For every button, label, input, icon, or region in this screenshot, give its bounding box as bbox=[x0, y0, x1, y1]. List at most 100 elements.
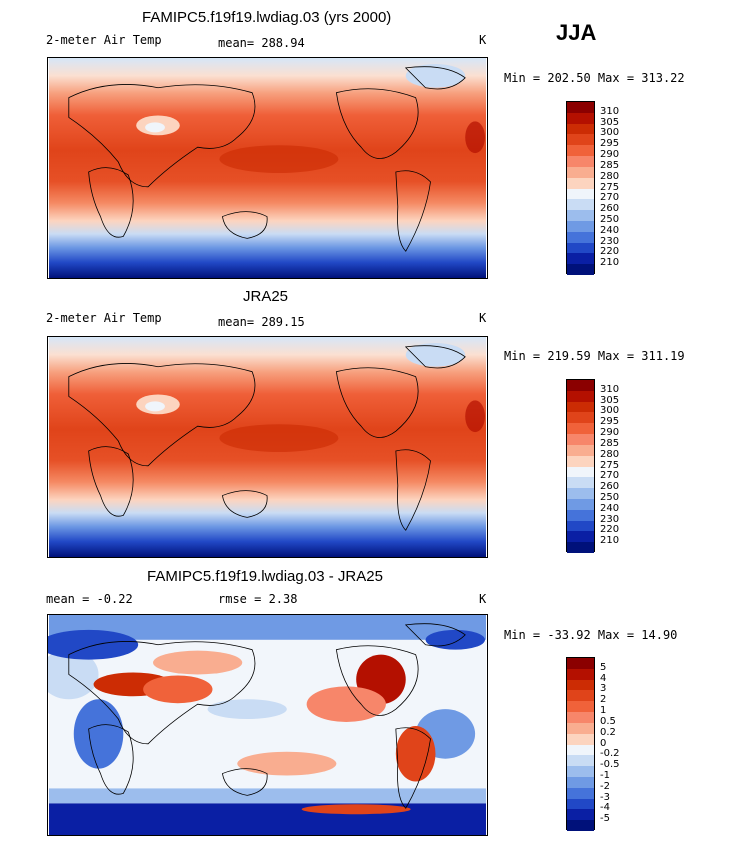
panel2-title: JRA25 bbox=[243, 288, 289, 305]
colorbar-swatch bbox=[567, 123, 594, 135]
colorbar-label: 210 bbox=[600, 257, 620, 269]
colorbar-label: -2 bbox=[600, 780, 610, 792]
colorbar-swatch bbox=[567, 690, 594, 702]
colorbar-swatch bbox=[567, 755, 594, 767]
colorbar-label: 270 bbox=[600, 192, 620, 204]
colorbar-label: 0.5 bbox=[600, 715, 616, 727]
colorbar-label: 305 bbox=[600, 116, 620, 128]
colorbar-swatch bbox=[567, 466, 594, 478]
colorbar-swatch bbox=[567, 264, 594, 275]
panel3-units: K bbox=[479, 592, 487, 606]
colorbar-swatch bbox=[567, 166, 594, 178]
colorbar-swatch bbox=[567, 776, 594, 788]
colorbar-swatch bbox=[567, 188, 594, 200]
colorbar-swatch bbox=[567, 809, 594, 821]
colorbar-label: 270 bbox=[600, 470, 620, 482]
panel2-minmax: Min = 219.59 Max = 311.19 bbox=[504, 349, 685, 363]
colorbar-label: 4 bbox=[600, 672, 607, 684]
colorbar-label: 300 bbox=[600, 127, 620, 139]
colorbar-label: 5 bbox=[600, 661, 607, 673]
colorbar-label: 220 bbox=[600, 524, 620, 536]
colorbar-label: 230 bbox=[600, 235, 620, 247]
colorbar-swatch bbox=[567, 679, 594, 691]
colorbar-label: -3 bbox=[600, 791, 610, 803]
panel1-units: K bbox=[479, 33, 487, 47]
colorbar-swatch bbox=[567, 820, 594, 831]
colorbar-label: 285 bbox=[600, 159, 620, 171]
panel2-colorbar bbox=[566, 379, 595, 553]
colorbar-swatch bbox=[567, 542, 594, 553]
colorbar-swatch bbox=[567, 722, 594, 734]
colorbar-swatch bbox=[567, 145, 594, 157]
colorbar-label: 275 bbox=[600, 181, 620, 193]
panel2-units: K bbox=[479, 311, 487, 325]
panel1-title: FAMIPC5.f19f19.lwdiag.03 (yrs 2000) bbox=[142, 9, 392, 26]
colorbar-swatch bbox=[567, 210, 594, 221]
colorbar-swatch bbox=[567, 509, 594, 521]
colorbar-label: 280 bbox=[600, 448, 620, 460]
colorbar-label: 280 bbox=[600, 170, 620, 182]
colorbar-label: 310 bbox=[600, 105, 620, 117]
colorbar-swatch bbox=[567, 668, 594, 680]
colorbar-swatch bbox=[567, 390, 594, 402]
colorbar-swatch bbox=[567, 412, 594, 424]
colorbar-swatch bbox=[567, 112, 594, 124]
colorbar-swatch bbox=[567, 488, 594, 499]
season-label: JJA bbox=[556, 20, 597, 45]
colorbar-label: 260 bbox=[600, 481, 620, 493]
colorbar-swatch bbox=[567, 220, 594, 232]
colorbar-label: 275 bbox=[600, 459, 620, 471]
colorbar-swatch bbox=[567, 253, 594, 265]
colorbar-swatch bbox=[567, 102, 594, 113]
colorbar-swatch bbox=[567, 177, 594, 189]
colorbar-label: 3 bbox=[600, 683, 607, 695]
colorbar-label: 290 bbox=[600, 149, 620, 161]
panel1-variable: 2-meter Air Temp bbox=[46, 33, 162, 47]
colorbar-swatch bbox=[567, 787, 594, 799]
colorbar-swatch bbox=[567, 733, 594, 745]
colorbar-label: 0.2 bbox=[600, 726, 616, 738]
colorbar-label: 305 bbox=[600, 394, 620, 406]
panel3-colorbar bbox=[566, 657, 595, 831]
colorbar-swatch bbox=[567, 531, 594, 543]
panel3-mean: mean = -0.22 bbox=[46, 592, 133, 606]
colorbar-swatch bbox=[567, 766, 594, 777]
panel3-map bbox=[47, 614, 488, 836]
colorbar-swatch bbox=[567, 199, 594, 211]
panel3-title: FAMIPC5.f19f19.lwdiag.03 - JRA25 bbox=[147, 568, 383, 585]
panel2-variable: 2-meter Air Temp bbox=[46, 311, 162, 325]
colorbar-label: 230 bbox=[600, 513, 620, 525]
colorbar-swatch bbox=[567, 423, 594, 435]
colorbar-swatch bbox=[567, 401, 594, 413]
panel1-map bbox=[47, 57, 488, 279]
colorbar-label: 295 bbox=[600, 138, 620, 150]
panel1-colorbar bbox=[566, 101, 595, 275]
colorbar-label: 310 bbox=[600, 383, 620, 395]
panel2-mean: mean= 289.15 bbox=[218, 315, 305, 329]
colorbar-swatch bbox=[567, 242, 594, 254]
colorbar-swatch bbox=[567, 744, 594, 756]
colorbar-label: 285 bbox=[600, 437, 620, 449]
colorbar-swatch bbox=[567, 444, 594, 456]
colorbar-swatch bbox=[567, 701, 594, 713]
colorbar-swatch bbox=[567, 231, 594, 243]
colorbar-swatch bbox=[567, 520, 594, 532]
colorbar-label: -4 bbox=[600, 802, 610, 814]
panel2-map bbox=[47, 336, 488, 558]
colorbar-swatch bbox=[567, 455, 594, 467]
colorbar-label: -5 bbox=[600, 813, 610, 825]
colorbar-swatch bbox=[567, 434, 594, 445]
colorbar-label: 260 bbox=[600, 203, 620, 215]
colorbar-label: 295 bbox=[600, 416, 620, 428]
colorbar-label: 220 bbox=[600, 246, 620, 258]
colorbar-label: -1 bbox=[600, 769, 610, 781]
panel1-minmax: Min = 202.50 Max = 313.22 bbox=[504, 71, 685, 85]
colorbar-label: 240 bbox=[600, 502, 620, 514]
colorbar-label: 300 bbox=[600, 405, 620, 417]
colorbar-label: 290 bbox=[600, 427, 620, 439]
colorbar-label: 0 bbox=[600, 737, 607, 749]
colorbar-swatch bbox=[567, 712, 594, 723]
colorbar-swatch bbox=[567, 477, 594, 489]
panel3-rmse: rmse = 2.38 bbox=[218, 592, 298, 606]
colorbar-label: 250 bbox=[600, 491, 620, 503]
